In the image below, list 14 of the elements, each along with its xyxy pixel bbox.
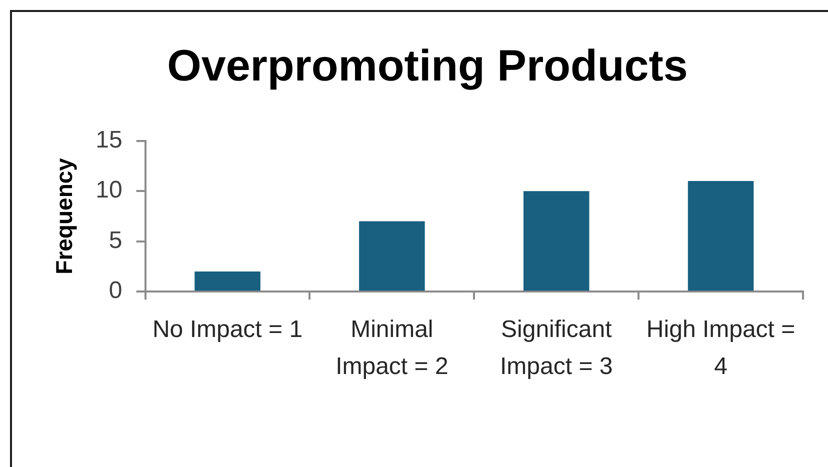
x-tick-label: No Impact = 1 bbox=[152, 316, 303, 343]
chart-title: Overpromoting Products bbox=[167, 42, 688, 91]
x-tick-label: Significant Impact = 3 bbox=[500, 316, 613, 380]
x-tick-label: High Impact = 4 bbox=[646, 316, 796, 380]
bar bbox=[523, 191, 590, 291]
bar bbox=[194, 271, 260, 291]
x-tick-label: Minimal Impact = 2 bbox=[336, 316, 448, 380]
y-axis-title: Frequency bbox=[51, 158, 78, 274]
bar bbox=[359, 221, 425, 291]
y-tick-label: 15 bbox=[96, 126, 122, 154]
y-tick-label: 5 bbox=[108, 226, 122, 254]
y-tick-label: 10 bbox=[96, 176, 122, 204]
y-tick-label: 0 bbox=[108, 277, 122, 304]
bar bbox=[688, 181, 754, 291]
